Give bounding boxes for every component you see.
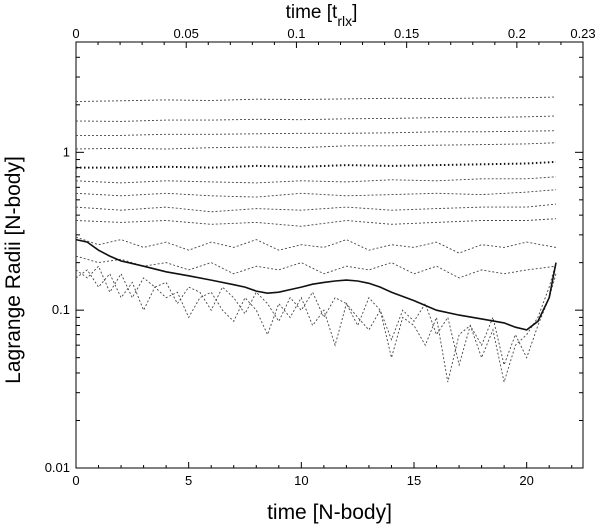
top-tick-label: 0.2 [508, 26, 526, 41]
top-axis-title-close: ] [352, 2, 357, 23]
x-tick-label: 10 [294, 473, 308, 488]
top-axis-title-subscript: rlx [337, 13, 352, 29]
lagrange-radius-series-9 [75, 218, 557, 227]
top-axis-title-main: time [t [286, 2, 338, 23]
lagrange-radius-series-4 [75, 142, 557, 150]
lagrange-radius-series-6 [75, 176, 557, 184]
lagrange-radius-series-11 [75, 255, 557, 279]
y-axis-title: Lagrange Radii [N-body] [2, 156, 25, 384]
lagrange-radius-series-7 [75, 189, 557, 198]
lagrange-radius-series-14 [75, 238, 557, 331]
x-tick-label: 0 [72, 473, 79, 488]
plot-frame [75, 41, 584, 469]
lagrange-radius-series-3 [76, 130, 557, 136]
top-tick-label: 0.05 [174, 26, 199, 41]
lagrange-radius-series-12 [75, 265, 557, 367]
y-tick-label: 0.1 [52, 302, 70, 317]
lagrange-radius-series-5 [76, 160, 557, 169]
x-tick-label: 20 [519, 473, 533, 488]
top-tick-label: 0.1 [287, 26, 305, 41]
top-tick-label: 0.23 [570, 26, 595, 41]
x-axis-title: time [N-body] [267, 501, 392, 524]
x-tick-label: 5 [185, 473, 192, 488]
series-layer [75, 96, 557, 384]
y-tick-label: 0.01 [45, 460, 70, 475]
lagrange-radius-series-13 [75, 262, 557, 384]
ticks-layer: 0 5 10 15 20 0 0.05 0.1 0.15 0.2 0.23 0.01 0.1 1 [45, 26, 596, 488]
top-tick-label: 0 [72, 26, 79, 41]
lagrange-radius-series-2 [75, 115, 557, 122]
x-tick-label: 15 [407, 473, 421, 488]
y-tick-label: 1 [63, 144, 70, 159]
lagrange-radius-series-10 [75, 236, 557, 254]
top-axis-title: time [trlx] [286, 2, 358, 29]
lagrange-radius-series-8 [75, 203, 557, 213]
lagrange-radius-series-1 [75, 96, 557, 102]
top-tick-label: 0.15 [394, 26, 419, 41]
